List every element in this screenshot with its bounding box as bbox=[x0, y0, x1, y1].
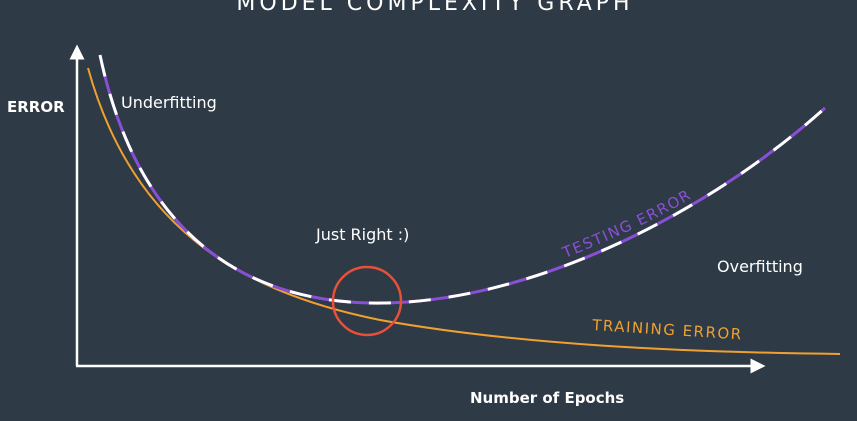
underfitting-label: Underfitting bbox=[121, 93, 217, 112]
just-right-marker bbox=[331, 265, 403, 337]
training-error-curve bbox=[87, 67, 841, 355]
diagram-title: MODEL COMPLEXITY GRAPH bbox=[236, 0, 633, 16]
testing-error-label: TESTING ERROR bbox=[559, 185, 695, 262]
overfitting-label: Overfitting bbox=[717, 257, 803, 276]
y-axis-label: ERROR bbox=[7, 98, 65, 116]
x-axis-label: Number of Epochs bbox=[470, 389, 624, 407]
testing-error-curve-dash bbox=[98, 54, 827, 305]
just-right-label: Just Right :) bbox=[315, 225, 409, 244]
training-error-label: TRAINING ERROR bbox=[591, 316, 743, 344]
